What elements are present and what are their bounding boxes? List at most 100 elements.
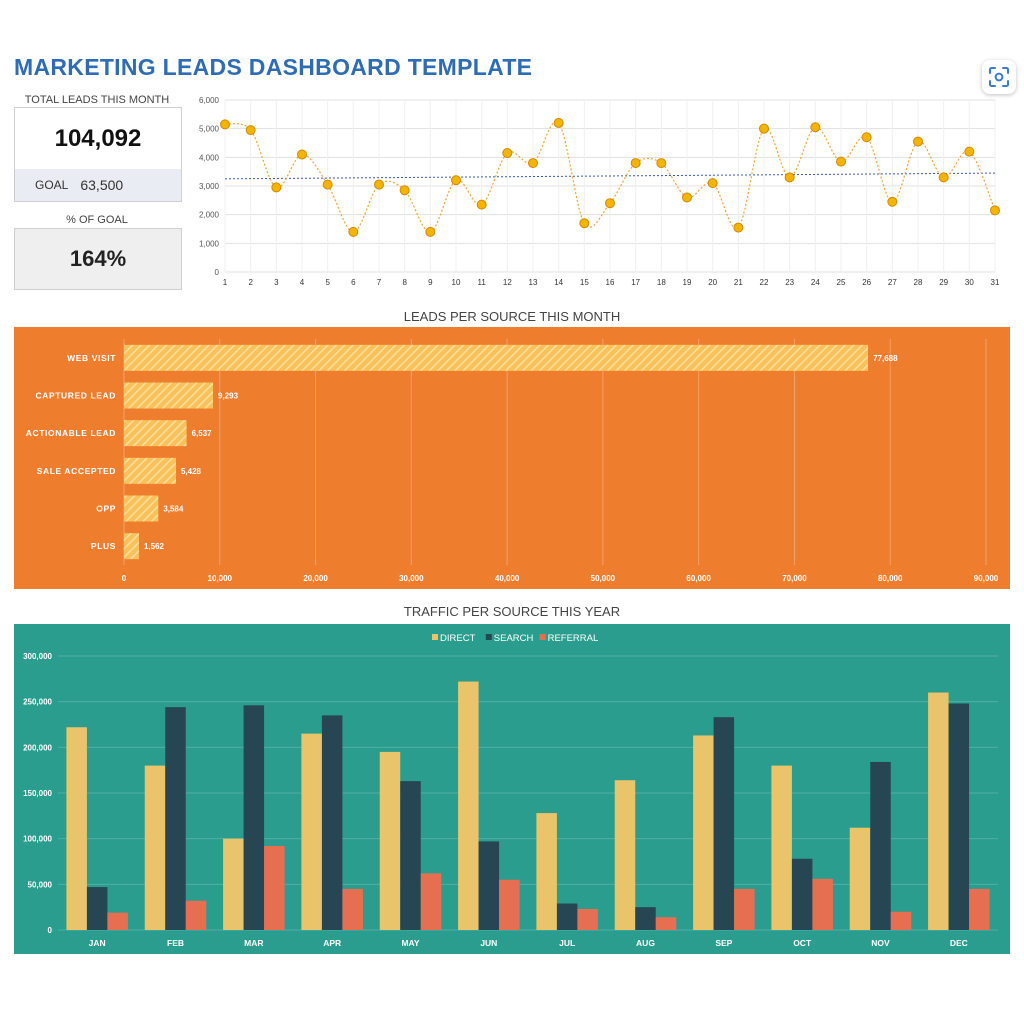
x-tick-label: 21 (734, 278, 743, 287)
x-tick-label: NOV (871, 938, 890, 948)
scan-button[interactable] (982, 60, 1016, 94)
bar (556, 903, 578, 930)
x-tick-label: 0 (122, 574, 127, 583)
x-tick-label: 3 (274, 278, 279, 287)
data-point (476, 199, 487, 210)
y-tick-label: 2,000 (199, 211, 220, 220)
bar-value-label: 5,428 (181, 467, 202, 476)
x-tick-label: 29 (939, 278, 948, 287)
x-tick-label: 90,000 (974, 574, 999, 583)
x-tick-label: 18 (657, 278, 666, 287)
y-tick-label: 250,000 (23, 698, 52, 707)
bar (185, 900, 207, 930)
percent-goal-label: % OF GOAL (66, 214, 128, 226)
data-point (297, 149, 307, 160)
bar (301, 733, 322, 930)
x-tick-label: 31 (991, 278, 1000, 287)
x-tick-label: 22 (760, 278, 769, 287)
data-point (579, 218, 590, 229)
x-tick-label: 13 (529, 278, 538, 287)
legend-swatch (485, 634, 492, 640)
data-point (220, 119, 230, 130)
bar (144, 765, 166, 930)
total-leads-value: 104,092 (14, 107, 182, 171)
x-tick-label: 10,000 (208, 574, 233, 583)
data-point (502, 148, 513, 159)
x-tick-label: 20 (708, 278, 717, 287)
x-tick-label: 7 (377, 278, 382, 287)
data-point (553, 117, 564, 128)
bar (890, 911, 912, 930)
y-tick-label: 0 (215, 268, 220, 277)
bar (969, 888, 990, 930)
x-tick-label: 25 (837, 278, 846, 287)
y-tick-label: 300,000 (23, 652, 52, 661)
x-tick-label: JUL (559, 938, 575, 948)
scan-icon (989, 67, 1009, 87)
data-point (990, 205, 1000, 216)
bar (536, 813, 557, 930)
y-tick-label: 100,000 (23, 835, 52, 844)
x-tick-label: 9 (428, 278, 433, 287)
bar (124, 533, 139, 560)
x-tick-label: 27 (888, 278, 897, 287)
data-point (399, 185, 410, 196)
y-tick-label: 150,000 (23, 789, 52, 798)
bar (400, 781, 421, 930)
x-tick-label: JUN (480, 938, 497, 948)
bar (693, 735, 714, 930)
bar (812, 878, 833, 930)
data-point (605, 198, 615, 209)
x-tick-label: 1 (223, 278, 228, 287)
legend-swatch (432, 634, 438, 640)
x-tick-label: 14 (554, 278, 563, 287)
data-point (964, 146, 975, 157)
y-tick-label: 50,000 (28, 880, 53, 889)
bar (342, 888, 363, 930)
category-label: ACTIONABLE LEAD (26, 428, 116, 438)
legend-label: SEARCH (494, 633, 534, 644)
x-tick-label: 2 (248, 278, 253, 287)
data-point (784, 172, 795, 183)
category-label: PLUS (91, 541, 116, 551)
x-tick-label: 80,000 (878, 574, 903, 583)
x-tick-label: MAR (244, 938, 263, 948)
traffic-source-title: TRAFFIC PER SOURCE THIS YEAR (403, 604, 621, 619)
x-tick-label: MAY (401, 938, 419, 948)
bar (321, 715, 343, 930)
bar (655, 917, 677, 930)
goal-value: 63,500 (80, 177, 124, 193)
x-tick-label: 50,000 (591, 574, 616, 583)
data-point (451, 175, 461, 186)
legend-swatch (539, 634, 546, 640)
data-point (759, 123, 769, 134)
bar (635, 907, 656, 930)
bar (870, 761, 891, 930)
x-tick-label: 5 (325, 278, 330, 287)
x-tick-label: FEB (167, 938, 184, 948)
x-tick-label: 30,000 (399, 574, 424, 583)
x-tick-label: AUG (636, 938, 655, 948)
x-tick-label: APR (323, 938, 341, 948)
x-tick-label: SEP (715, 938, 732, 948)
data-point (528, 158, 538, 169)
data-point (810, 122, 821, 133)
x-tick-label: 28 (914, 278, 923, 287)
leads-per-source-bar-chart: 0 10,000 20,000 30,000 40,000 50,000 60,000 70,… (26, 339, 999, 583)
leads-source-title: LEADS PER SOURCE THIS MONTH (403, 309, 621, 324)
data-point (656, 158, 667, 169)
x-tick-label: JAN (89, 938, 106, 948)
bar (124, 382, 214, 409)
total-leads-label: TOTAL LEADS THIS MONTH (24, 94, 170, 106)
bar (66, 727, 87, 930)
bar (124, 495, 159, 522)
data-point (938, 172, 949, 183)
bar-value-label: 9,293 (218, 392, 239, 401)
category-label: WEB VISIT (67, 353, 116, 363)
category-label: OPP (96, 504, 116, 514)
goal-label: GOAL (35, 178, 69, 192)
x-tick-label: 30 (965, 278, 974, 287)
bar (124, 420, 187, 447)
bar (499, 879, 520, 930)
